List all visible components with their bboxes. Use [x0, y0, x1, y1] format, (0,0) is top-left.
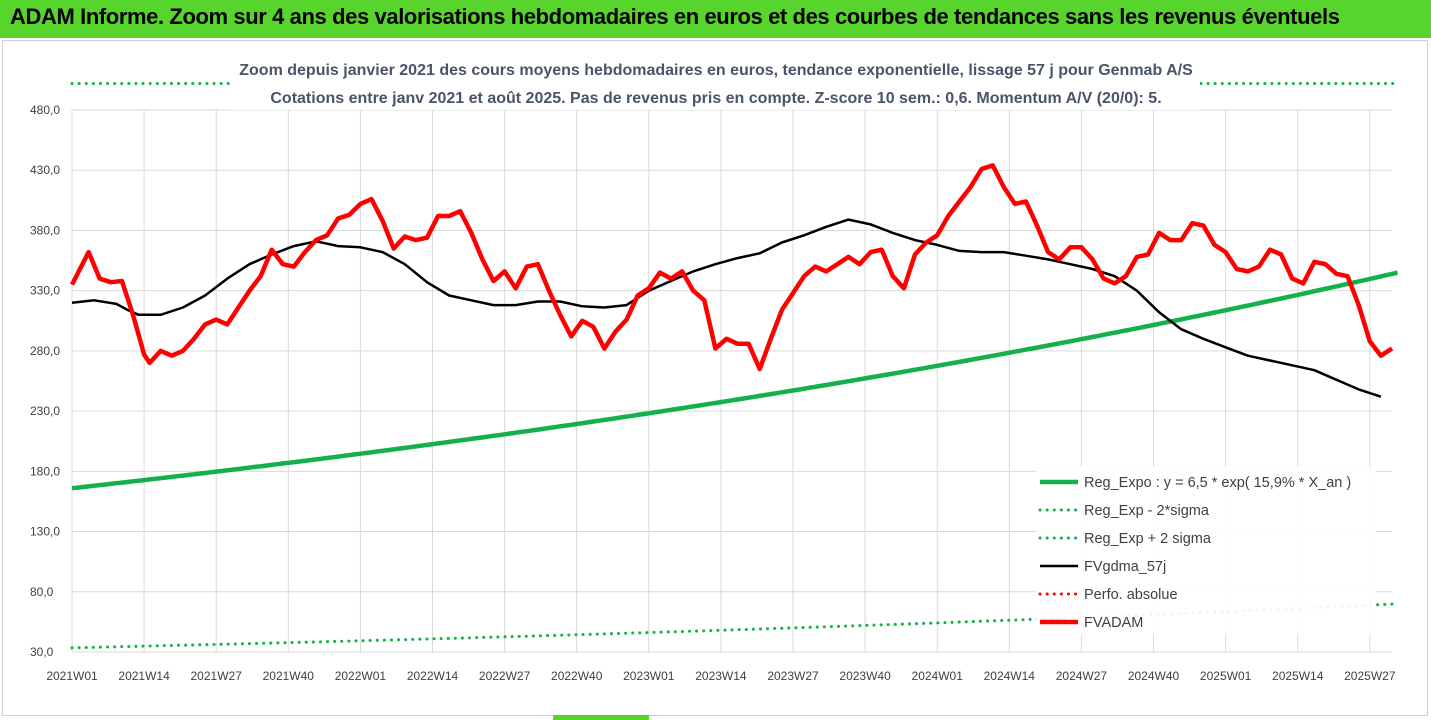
x-tick-label: 2023W01 [623, 669, 675, 683]
subtitle-background [230, 52, 1200, 110]
x-tick-label: 2024W40 [1128, 669, 1180, 683]
x-tick-label: 2025W14 [1272, 669, 1324, 683]
x-tick-label: 2023W14 [695, 669, 747, 683]
x-tick-label: 2021W27 [191, 669, 243, 683]
x-tick-label: 2021W01 [46, 669, 98, 683]
y-tick-label: 30,0 [30, 645, 54, 659]
y-tick-label: 230,0 [30, 404, 60, 418]
x-tick-label: 2024W01 [912, 669, 964, 683]
legend-label: Reg_Exp - 2*sigma [1084, 503, 1210, 519]
chart-frame [2, 40, 1428, 716]
y-tick-label: 480,0 [30, 103, 60, 117]
legend-label: Reg_Expo : y = 6,5 * exp( 15,9% * X_an ) [1084, 475, 1351, 491]
y-tick-label: 180,0 [30, 464, 60, 478]
legend-label: FVgdma_57j [1084, 559, 1166, 575]
x-tick-label: 2024W14 [984, 669, 1036, 683]
subtitle-line-2: Cotations entre janv 2021 et août 2025. … [270, 90, 1161, 107]
header-bar: ADAM Informe. Zoom sur 4 ans des valoris… [0, 0, 1431, 38]
legend-label: Perfo. absolue [1084, 587, 1178, 603]
x-tick-label: 2022W40 [551, 669, 603, 683]
x-tick-label: 2024W27 [1056, 669, 1108, 683]
x-tick-label: 2022W01 [335, 669, 387, 683]
y-tick-label: 430,0 [30, 163, 60, 177]
x-tick-label: 2025W01 [1200, 669, 1252, 683]
sheet-tab-indicator [553, 715, 649, 720]
x-tick-label: 2021W14 [118, 669, 170, 683]
series-line-3 [71, 218, 1382, 398]
y-tick-label: 280,0 [30, 344, 60, 358]
axis-labels: 30,0 80,0 130,0 180,0 230,0 280,0 330,0 380,0 43… [30, 103, 1396, 683]
y-tick-label: 80,0 [30, 585, 54, 599]
x-tick-label: 2021W40 [263, 669, 315, 683]
series-line-1 [70, 602, 1399, 650]
y-tick-label: 130,0 [30, 525, 60, 539]
x-tick-label: 2025W27 [1344, 669, 1396, 683]
legend: Reg_Expo : y = 6,5 * exp( 15,9% * X_an )… [1036, 467, 1376, 635]
page-title: ADAM Informe. Zoom sur 4 ans des valoris… [10, 4, 1340, 29]
legend-background [1036, 467, 1376, 635]
series-line-5 [69, 163, 1394, 372]
legend-label: FVADAM [1084, 615, 1143, 631]
x-tick-label: 2023W27 [767, 669, 819, 683]
y-tick-label: 380,0 [30, 223, 60, 237]
x-tick-label: 2022W27 [479, 669, 531, 683]
series-line-0 [71, 270, 1399, 491]
x-tick-label: 2023W40 [839, 669, 891, 683]
x-tick-label: 2022W14 [407, 669, 459, 683]
legend-label: Reg_Exp + 2 sigma [1084, 531, 1212, 547]
subtitle-line-1: Zoom depuis janvier 2021 des cours moyen… [239, 62, 1193, 79]
y-tick-label: 330,0 [30, 284, 60, 298]
chart-subtitle: Zoom depuis janvier 2021 des cours moyen… [230, 52, 1200, 110]
